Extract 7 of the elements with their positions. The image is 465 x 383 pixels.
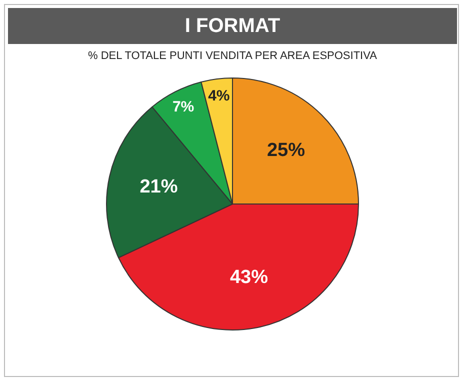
data-label: 25% — [266, 140, 306, 161]
data-label: 43% — [230, 267, 268, 288]
data-label: 7% — [172, 98, 194, 116]
data-label: 21% — [140, 176, 178, 198]
data-label: 4% — [208, 88, 230, 105]
chart-title: I FORMAT — [8, 8, 457, 44]
chart-subtitle: % DEL TOTALE PUNTI VENDITA PER AREA ESPOSITIVA — [87, 50, 378, 62]
